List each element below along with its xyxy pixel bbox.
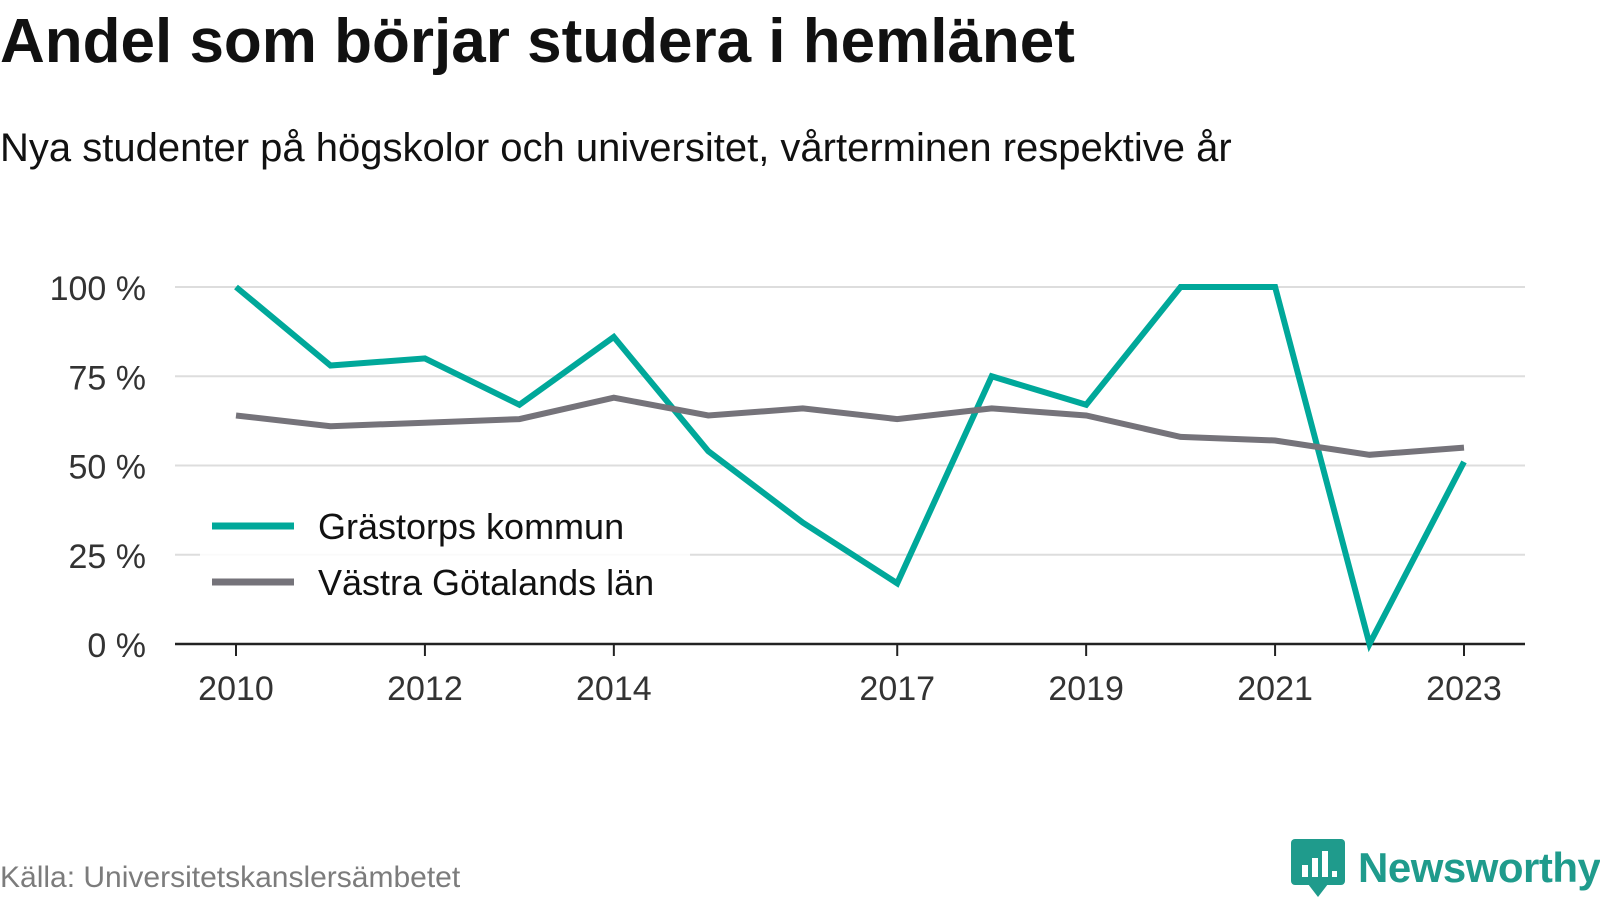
y-tick-label-50: 50 % <box>69 449 147 487</box>
y-tick-label-75: 75 % <box>69 359 147 397</box>
series-line-2 <box>235 394 1465 458</box>
brand-name: Newsworthy <box>1358 844 1600 891</box>
y-tick-label-25: 25 % <box>69 538 147 576</box>
newsworthy-logo-icon <box>1291 839 1345 897</box>
legend-label-1: Grästorps kommun <box>318 506 624 547</box>
x-tick-label-2010: 2010 <box>198 670 274 708</box>
legend-label-2: Västra Götalands län <box>318 562 654 603</box>
x-tick-label-2023: 2023 <box>1426 670 1502 708</box>
legend-background <box>200 500 690 610</box>
x-tick-label-2019: 2019 <box>1048 670 1124 708</box>
brand[interactable]: Newsworthy <box>1290 838 1600 898</box>
y-tick-label-100: 100 % <box>50 270 146 308</box>
source-note: Källa: Universitetskanslersämbetet <box>0 861 461 894</box>
series-line-1 <box>234 284 1467 653</box>
x-tick-label-2014: 2014 <box>576 670 652 708</box>
x-tick-label-2021: 2021 <box>1237 670 1313 708</box>
chart-title: Andel som börjar studera i hemlänet <box>0 7 1075 76</box>
y-tick-label-0: 0 % <box>87 627 146 665</box>
chart-subtitle: Nya studenter på högskolor och universit… <box>0 126 1232 170</box>
x-tick-label-2012: 2012 <box>387 670 463 708</box>
x-tick-label-2017: 2017 <box>859 670 935 708</box>
